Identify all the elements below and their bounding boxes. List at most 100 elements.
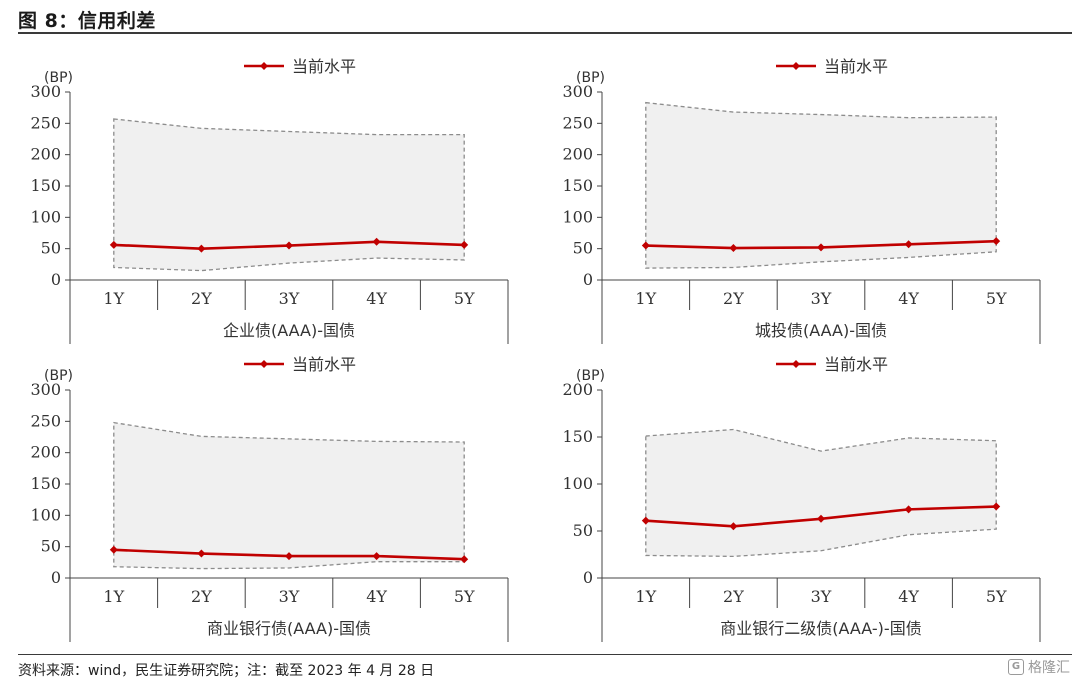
- legend-label: 当前水平: [824, 355, 888, 374]
- x-tick-label: 1Y: [635, 587, 656, 606]
- y-tick-label: 200: [562, 380, 593, 399]
- y-tick-label: 150: [30, 176, 61, 195]
- chart-panel-commercial-bank-tier2-bond: 0 50 100 150 200 (BP) 1Y 2Y 3Y 4Y 5Y 商业银行二级债(AAA-)-…: [540, 346, 1070, 646]
- data-point: [641, 516, 650, 525]
- chart-svg: 0 50 100 150 200(BP) 1Y 2Y 3Y 4Y 5Y 商业银行二级债(AAA-)-…: [562, 355, 1041, 642]
- range-band: [113, 421, 465, 570]
- legend-marker: [260, 62, 268, 70]
- data-point: [372, 552, 381, 561]
- y-tick-label: 250: [30, 113, 61, 132]
- data-point: [197, 244, 206, 253]
- data-point: [285, 552, 293, 561]
- data-point: [992, 502, 1001, 511]
- y-tick-label: 0: [583, 568, 593, 587]
- x-tick-label: 5Y: [454, 587, 475, 606]
- chart-svg: 0 50 100 150 200 250 300(BP) 1Y 2Y 3Y 4Y 5Y 企业债(AAA)…: [30, 57, 509, 344]
- chart-svg: 0 50 100 150 200 250 300(BP) 1Y 2Y 3Y 4Y 5Y 城投债(AAA)…: [562, 57, 1041, 344]
- x-axis-title: 城投债(AAA)-国债: [755, 321, 887, 340]
- legend-label: 当前水平: [824, 57, 888, 76]
- title-divider: [18, 32, 1072, 34]
- data-point: [817, 243, 825, 252]
- y-tick-label: 100: [562, 474, 593, 493]
- x-tick-label: 1Y: [103, 289, 124, 308]
- legend-label: 当前水平: [292, 355, 356, 374]
- range-band: [645, 101, 997, 269]
- x-axis-title: 企业债(AAA)-国债: [223, 321, 355, 340]
- x-tick-label: 3Y: [279, 587, 300, 606]
- x-tick-label: 2Y: [191, 587, 212, 606]
- x-tick-label: 4Y: [898, 587, 919, 606]
- x-tick-label: 3Y: [279, 289, 300, 308]
- y-tick-label: 0: [51, 568, 61, 587]
- legend-label: 当前水平: [292, 57, 356, 76]
- y-axis-unit: (BP): [576, 70, 605, 86]
- legend-marker: [260, 360, 268, 368]
- y-axis-unit: (BP): [44, 368, 73, 384]
- y-tick-label: 100: [30, 207, 61, 226]
- y-tick-label: 300: [30, 380, 61, 399]
- y-tick-label: 200: [30, 443, 61, 462]
- data-point: [641, 241, 650, 250]
- x-axis-title: 商业银行债(AAA)-国债: [207, 619, 371, 638]
- legend-marker: [792, 62, 800, 70]
- data-point: [817, 514, 825, 523]
- y-axis-unit: (BP): [576, 368, 605, 384]
- y-tick-label: 50: [41, 537, 61, 556]
- x-tick-label: 5Y: [986, 289, 1007, 308]
- y-tick-label: 200: [30, 145, 61, 164]
- y-tick-label: 300: [562, 82, 593, 101]
- x-tick-label: 3Y: [811, 587, 832, 606]
- y-tick-label: 150: [562, 176, 593, 195]
- data-point: [460, 555, 469, 564]
- x-tick-label: 4Y: [366, 289, 387, 308]
- data-point: [197, 549, 206, 558]
- y-tick-label: 150: [30, 474, 61, 493]
- y-tick-label: 100: [30, 505, 61, 524]
- range-band: [113, 118, 465, 272]
- y-tick-label: 50: [573, 521, 593, 540]
- watermark-logo-icon: G: [1008, 659, 1024, 675]
- x-tick-label: 2Y: [723, 289, 744, 308]
- x-tick-label: 1Y: [103, 587, 124, 606]
- range-band: [645, 428, 997, 558]
- legend-marker: [792, 360, 800, 368]
- data-point: [372, 237, 381, 246]
- watermark: G 格隆汇: [1008, 657, 1070, 677]
- y-tick-label: 200: [562, 145, 593, 164]
- y-tick-label: 100: [562, 207, 593, 226]
- chart-panel-enterprise-bond: 0 50 100 150 200 250 300 (BP) 1Y 2Y 3Y 4Y 5Y 企业债(AAA)…: [8, 48, 538, 348]
- x-axis-title: 商业银行二级债(AAA-)-国债: [720, 619, 921, 638]
- figure-title: 图 8：信用利差: [18, 10, 156, 32]
- x-tick-label: 3Y: [811, 289, 832, 308]
- y-axis-unit: (BP): [44, 70, 73, 86]
- source-note: 资料来源：wind，民生证券研究院；注：截至 2023 年 4 月 28 日: [18, 663, 435, 679]
- data-point: [904, 240, 913, 249]
- data-point: [729, 522, 738, 531]
- x-tick-label: 4Y: [898, 289, 919, 308]
- y-tick-label: 50: [573, 239, 593, 258]
- data-point: [904, 505, 913, 514]
- y-tick-label: 250: [562, 113, 593, 132]
- data-point: [109, 545, 118, 554]
- chart-panel-commercial-bank-bond: 0 50 100 150 200 250 300 (BP) 1Y 2Y 3Y 4Y 5Y 商业银行债(AA…: [8, 346, 538, 646]
- y-tick-label: 250: [30, 411, 61, 430]
- y-tick-label: 50: [41, 239, 61, 258]
- x-tick-label: 2Y: [723, 587, 744, 606]
- data-point: [992, 237, 1001, 246]
- data-point: [460, 240, 469, 249]
- x-tick-label: 1Y: [635, 289, 656, 308]
- x-tick-label: 4Y: [366, 587, 387, 606]
- y-tick-label: 300: [30, 82, 61, 101]
- y-tick-label: 150: [562, 427, 593, 446]
- watermark-text: 格隆汇: [1028, 660, 1070, 676]
- chart-svg: 0 50 100 150 200 250 300(BP) 1Y 2Y 3Y 4Y 5Y 商业银行债(AA…: [30, 355, 509, 642]
- data-point: [285, 241, 293, 250]
- x-tick-label: 2Y: [191, 289, 212, 308]
- data-point: [109, 240, 118, 249]
- chart-panel-urban-investment-bond: 0 50 100 150 200 250 300 (BP) 1Y 2Y 3Y 4Y 5Y 城投债(AAA)…: [540, 48, 1070, 348]
- data-point: [729, 244, 738, 253]
- y-tick-label: 0: [51, 270, 61, 289]
- x-tick-label: 5Y: [454, 289, 475, 308]
- footer-divider: [18, 654, 1072, 655]
- y-tick-label: 0: [583, 270, 593, 289]
